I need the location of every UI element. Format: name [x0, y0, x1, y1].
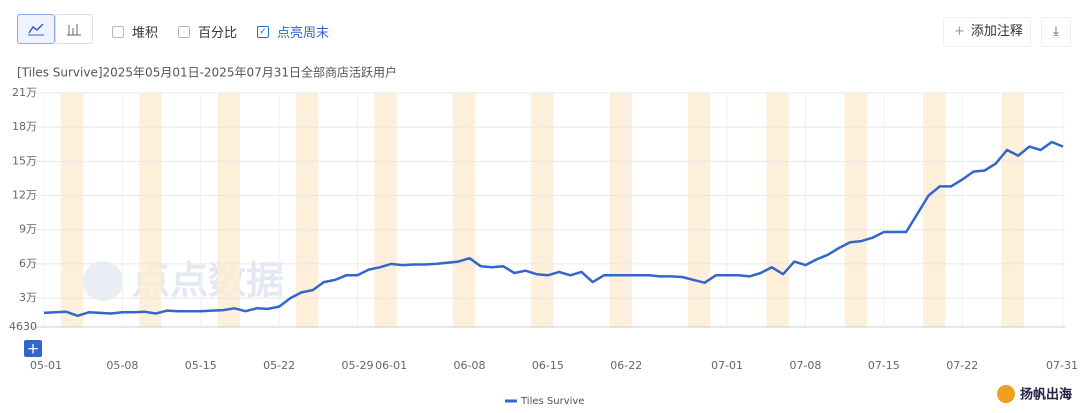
label: 点亮周末: [277, 26, 330, 41]
x-tick-label: 06-01: [375, 359, 407, 372]
x-tick-label: 07-15: [868, 359, 900, 372]
weekend-band: [934, 93, 946, 327]
x-tick-label: 06-08: [454, 359, 486, 372]
x-tick-label: 07-31: [1046, 359, 1078, 372]
y-tick-label: 21万: [12, 86, 37, 99]
weekend-band: [150, 93, 162, 327]
label: 添加注释: [970, 24, 1023, 39]
legend-label: Tiles Survive: [520, 396, 584, 407]
weekend-band: [609, 93, 621, 327]
weekend-band: [1012, 93, 1024, 327]
y-tick-label: 18万: [12, 120, 37, 133]
x-tick-label: 05-08: [106, 359, 138, 372]
zoom-button[interactable]: [24, 340, 42, 357]
chart-title: [Tiles Survive]2025年05月01日-2025年07月31日全部…: [17, 65, 397, 80]
series-line: [43, 140, 1064, 318]
weekend-band: [542, 93, 554, 327]
weekend-band: [1001, 93, 1013, 327]
y-tick-label: 9万: [19, 223, 37, 236]
weekend-band: [217, 93, 229, 327]
weekend-band: [71, 93, 84, 327]
weekend-band: [452, 93, 464, 327]
x-tick-label: 06-15: [532, 359, 564, 372]
bar-icon: [67, 24, 81, 36]
weekend-band: [777, 93, 789, 327]
weekend-band: [855, 93, 868, 327]
x-tick-label: 06-22: [610, 359, 642, 372]
line-chart-button[interactable]: [17, 14, 55, 44]
percent-checkbox[interactable]: 百分比: [178, 22, 237, 41]
weekend-band: [385, 93, 397, 327]
label: 堆积: [132, 26, 159, 41]
checkbox-checked: ✓: [257, 25, 269, 38]
y-tick-label: 3万: [19, 291, 37, 304]
y-tick-label: 12万: [12, 189, 37, 202]
zoom-plus: +: [27, 340, 40, 358]
weekend-band: [228, 93, 240, 327]
weekend-band: [295, 93, 308, 327]
weekend-band: [923, 93, 935, 327]
weekend-band: [531, 93, 543, 327]
weekend-band: [844, 93, 856, 327]
annotate-button[interactable]: + 添加注释: [943, 17, 1031, 47]
stack-checkbox[interactable]: 堆积: [112, 22, 158, 41]
line-icon: [28, 23, 44, 36]
weekend-band: [766, 93, 778, 327]
weekend-band: [463, 93, 476, 327]
x-tick-label: 05-01: [30, 359, 62, 372]
label: 百分比: [198, 26, 238, 41]
weekend-band: [620, 93, 632, 327]
y-tick-label: 6万: [19, 257, 37, 270]
weekend-band: [374, 93, 386, 327]
x-tick-label: 05-22: [263, 359, 295, 372]
plus-icon: +: [954, 24, 965, 39]
checkbox: [178, 25, 190, 38]
x-tick-label: 05-29: [342, 359, 374, 372]
x-tick-label: 05-15: [185, 359, 217, 372]
weekend-band: [687, 93, 700, 327]
weekend-band: [699, 93, 711, 327]
watermark: 点点数据: [132, 259, 284, 303]
checkbox: [112, 25, 124, 38]
watermark-logo: [83, 261, 123, 301]
weekend-band: [139, 93, 151, 327]
weekend-band: [307, 93, 319, 327]
y-tick-label: 4630: [9, 320, 37, 333]
logo-text: 扬帆出海: [1020, 387, 1072, 403]
weekend-checkbox[interactable]: ✓ 点亮周末: [257, 22, 329, 41]
bar-chart-button[interactable]: [55, 14, 93, 44]
x-tick-label: 07-22: [946, 359, 978, 372]
weekend-band: [60, 93, 72, 327]
y-tick-label: 15万: [12, 154, 37, 167]
x-tick-label: 07-01: [711, 359, 743, 372]
x-tick-label: 07-08: [789, 359, 821, 372]
logo-icon: [997, 385, 1015, 403]
download-button[interactable]: ⤓: [1041, 17, 1071, 47]
